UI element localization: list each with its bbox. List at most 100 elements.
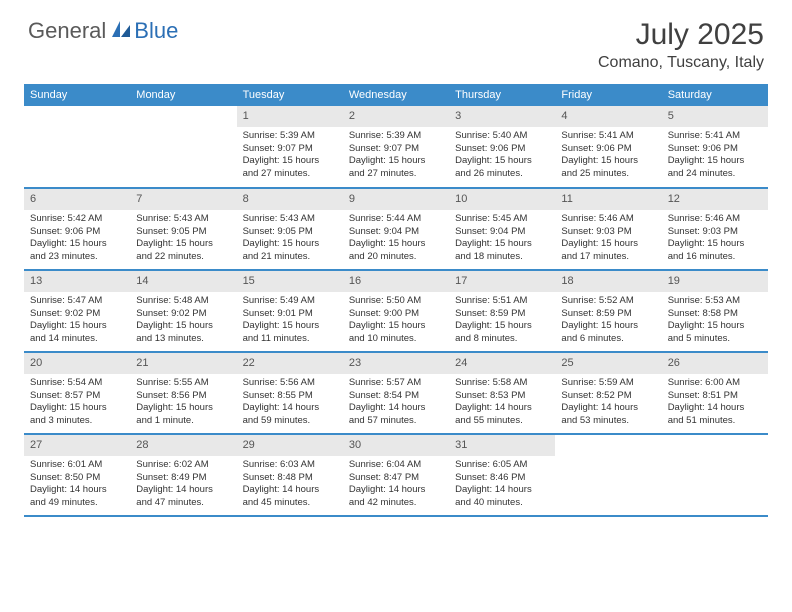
day-number: 28 bbox=[130, 435, 236, 456]
calendar-table: SundayMondayTuesdayWednesdayThursdayFrid… bbox=[24, 84, 768, 517]
day-info: Sunrise: 6:03 AMSunset: 8:48 PMDaylight:… bbox=[237, 456, 343, 513]
weekday-header: Friday bbox=[555, 84, 661, 106]
day-number: 11 bbox=[555, 189, 661, 210]
day-info: Sunrise: 5:52 AMSunset: 8:59 PMDaylight:… bbox=[555, 292, 661, 349]
calendar-day-cell: 18Sunrise: 5:52 AMSunset: 8:59 PMDayligh… bbox=[555, 270, 661, 352]
day-number: 18 bbox=[555, 271, 661, 292]
day-number: 22 bbox=[237, 353, 343, 374]
calendar-day-cell: 27Sunrise: 6:01 AMSunset: 8:50 PMDayligh… bbox=[24, 434, 130, 516]
calendar-day-cell: 8Sunrise: 5:43 AMSunset: 9:05 PMDaylight… bbox=[237, 188, 343, 270]
day-number: 12 bbox=[662, 189, 768, 210]
day-info: Sunrise: 5:50 AMSunset: 9:00 PMDaylight:… bbox=[343, 292, 449, 349]
calendar-day-cell: 13Sunrise: 5:47 AMSunset: 9:02 PMDayligh… bbox=[24, 270, 130, 352]
calendar-day-cell: 29Sunrise: 6:03 AMSunset: 8:48 PMDayligh… bbox=[237, 434, 343, 516]
calendar-day-cell: 21Sunrise: 5:55 AMSunset: 8:56 PMDayligh… bbox=[130, 352, 236, 434]
day-info: Sunrise: 5:58 AMSunset: 8:53 PMDaylight:… bbox=[449, 374, 555, 431]
day-number: 17 bbox=[449, 271, 555, 292]
day-number: 25 bbox=[555, 353, 661, 374]
calendar-day-cell: 31Sunrise: 6:05 AMSunset: 8:46 PMDayligh… bbox=[449, 434, 555, 516]
day-info: Sunrise: 6:05 AMSunset: 8:46 PMDaylight:… bbox=[449, 456, 555, 513]
day-info: Sunrise: 5:53 AMSunset: 8:58 PMDaylight:… bbox=[662, 292, 768, 349]
calendar-day-cell: 30Sunrise: 6:04 AMSunset: 8:47 PMDayligh… bbox=[343, 434, 449, 516]
day-info: Sunrise: 5:39 AMSunset: 9:07 PMDaylight:… bbox=[237, 127, 343, 184]
calendar-day-cell bbox=[662, 434, 768, 516]
title-block: July 2025 Comano, Tuscany, Italy bbox=[598, 18, 764, 72]
calendar-day-cell: 16Sunrise: 5:50 AMSunset: 9:00 PMDayligh… bbox=[343, 270, 449, 352]
day-info: Sunrise: 5:55 AMSunset: 8:56 PMDaylight:… bbox=[130, 374, 236, 431]
day-number: 31 bbox=[449, 435, 555, 456]
day-number: 26 bbox=[662, 353, 768, 374]
day-number: 8 bbox=[237, 189, 343, 210]
day-number: 5 bbox=[662, 106, 768, 127]
calendar-day-cell: 22Sunrise: 5:56 AMSunset: 8:55 PMDayligh… bbox=[237, 352, 343, 434]
day-number: 24 bbox=[449, 353, 555, 374]
day-info: Sunrise: 5:39 AMSunset: 9:07 PMDaylight:… bbox=[343, 127, 449, 184]
day-number: 29 bbox=[237, 435, 343, 456]
day-info: Sunrise: 5:43 AMSunset: 9:05 PMDaylight:… bbox=[130, 210, 236, 267]
location-label: Comano, Tuscany, Italy bbox=[598, 54, 764, 72]
day-info: Sunrise: 5:46 AMSunset: 9:03 PMDaylight:… bbox=[662, 210, 768, 267]
day-info: Sunrise: 5:43 AMSunset: 9:05 PMDaylight:… bbox=[237, 210, 343, 267]
day-number: 7 bbox=[130, 189, 236, 210]
day-info: Sunrise: 5:51 AMSunset: 8:59 PMDaylight:… bbox=[449, 292, 555, 349]
day-number: 20 bbox=[24, 353, 130, 374]
day-number: 3 bbox=[449, 106, 555, 127]
calendar-day-cell: 19Sunrise: 5:53 AMSunset: 8:58 PMDayligh… bbox=[662, 270, 768, 352]
calendar-day-cell: 26Sunrise: 6:00 AMSunset: 8:51 PMDayligh… bbox=[662, 352, 768, 434]
day-number: 23 bbox=[343, 353, 449, 374]
calendar-day-cell: 2Sunrise: 5:39 AMSunset: 9:07 PMDaylight… bbox=[343, 106, 449, 188]
day-info: Sunrise: 6:04 AMSunset: 8:47 PMDaylight:… bbox=[343, 456, 449, 513]
calendar-day-cell: 5Sunrise: 5:41 AMSunset: 9:06 PMDaylight… bbox=[662, 106, 768, 188]
calendar-day-cell: 12Sunrise: 5:46 AMSunset: 9:03 PMDayligh… bbox=[662, 188, 768, 270]
calendar-day-cell: 7Sunrise: 5:43 AMSunset: 9:05 PMDaylight… bbox=[130, 188, 236, 270]
day-number: 27 bbox=[24, 435, 130, 456]
weekday-header: Monday bbox=[130, 84, 236, 106]
calendar-week-row: 20Sunrise: 5:54 AMSunset: 8:57 PMDayligh… bbox=[24, 352, 768, 434]
calendar-week-row: 1Sunrise: 5:39 AMSunset: 9:07 PMDaylight… bbox=[24, 106, 768, 188]
calendar-day-cell: 20Sunrise: 5:54 AMSunset: 8:57 PMDayligh… bbox=[24, 352, 130, 434]
day-info: Sunrise: 5:46 AMSunset: 9:03 PMDaylight:… bbox=[555, 210, 661, 267]
page-header: General Blue July 2025 Comano, Tuscany, … bbox=[0, 0, 792, 78]
weekday-header: Tuesday bbox=[237, 84, 343, 106]
day-number: 1 bbox=[237, 106, 343, 127]
calendar-day-cell: 11Sunrise: 5:46 AMSunset: 9:03 PMDayligh… bbox=[555, 188, 661, 270]
day-info: Sunrise: 5:57 AMSunset: 8:54 PMDaylight:… bbox=[343, 374, 449, 431]
day-info: Sunrise: 5:54 AMSunset: 8:57 PMDaylight:… bbox=[24, 374, 130, 431]
day-number: 4 bbox=[555, 106, 661, 127]
calendar-day-cell: 3Sunrise: 5:40 AMSunset: 9:06 PMDaylight… bbox=[449, 106, 555, 188]
day-info: Sunrise: 5:56 AMSunset: 8:55 PMDaylight:… bbox=[237, 374, 343, 431]
month-title: July 2025 bbox=[598, 18, 764, 52]
calendar-day-cell: 9Sunrise: 5:44 AMSunset: 9:04 PMDaylight… bbox=[343, 188, 449, 270]
calendar-day-cell: 17Sunrise: 5:51 AMSunset: 8:59 PMDayligh… bbox=[449, 270, 555, 352]
day-info: Sunrise: 5:42 AMSunset: 9:06 PMDaylight:… bbox=[24, 210, 130, 267]
day-info: Sunrise: 5:59 AMSunset: 8:52 PMDaylight:… bbox=[555, 374, 661, 431]
calendar-day-cell bbox=[24, 106, 130, 188]
day-info: Sunrise: 5:44 AMSunset: 9:04 PMDaylight:… bbox=[343, 210, 449, 267]
weekday-header: Saturday bbox=[662, 84, 768, 106]
calendar-day-cell: 24Sunrise: 5:58 AMSunset: 8:53 PMDayligh… bbox=[449, 352, 555, 434]
calendar-week-row: 6Sunrise: 5:42 AMSunset: 9:06 PMDaylight… bbox=[24, 188, 768, 270]
logo-text-general: General bbox=[28, 18, 106, 44]
day-info: Sunrise: 5:41 AMSunset: 9:06 PMDaylight:… bbox=[662, 127, 768, 184]
day-info: Sunrise: 5:41 AMSunset: 9:06 PMDaylight:… bbox=[555, 127, 661, 184]
calendar-day-cell: 10Sunrise: 5:45 AMSunset: 9:04 PMDayligh… bbox=[449, 188, 555, 270]
logo: General Blue bbox=[28, 18, 178, 44]
day-number: 13 bbox=[24, 271, 130, 292]
calendar-day-cell: 6Sunrise: 5:42 AMSunset: 9:06 PMDaylight… bbox=[24, 188, 130, 270]
logo-sail-icon bbox=[110, 19, 132, 44]
day-number: 9 bbox=[343, 189, 449, 210]
day-number: 21 bbox=[130, 353, 236, 374]
day-info: Sunrise: 5:49 AMSunset: 9:01 PMDaylight:… bbox=[237, 292, 343, 349]
calendar-day-cell: 15Sunrise: 5:49 AMSunset: 9:01 PMDayligh… bbox=[237, 270, 343, 352]
calendar-day-cell: 1Sunrise: 5:39 AMSunset: 9:07 PMDaylight… bbox=[237, 106, 343, 188]
calendar-week-row: 27Sunrise: 6:01 AMSunset: 8:50 PMDayligh… bbox=[24, 434, 768, 516]
day-info: Sunrise: 6:00 AMSunset: 8:51 PMDaylight:… bbox=[662, 374, 768, 431]
day-number: 16 bbox=[343, 271, 449, 292]
day-number: 6 bbox=[24, 189, 130, 210]
day-number: 14 bbox=[130, 271, 236, 292]
calendar-day-cell: 25Sunrise: 5:59 AMSunset: 8:52 PMDayligh… bbox=[555, 352, 661, 434]
logo-text-blue: Blue bbox=[134, 18, 178, 44]
calendar-day-cell: 4Sunrise: 5:41 AMSunset: 9:06 PMDaylight… bbox=[555, 106, 661, 188]
day-number: 30 bbox=[343, 435, 449, 456]
day-number: 2 bbox=[343, 106, 449, 127]
